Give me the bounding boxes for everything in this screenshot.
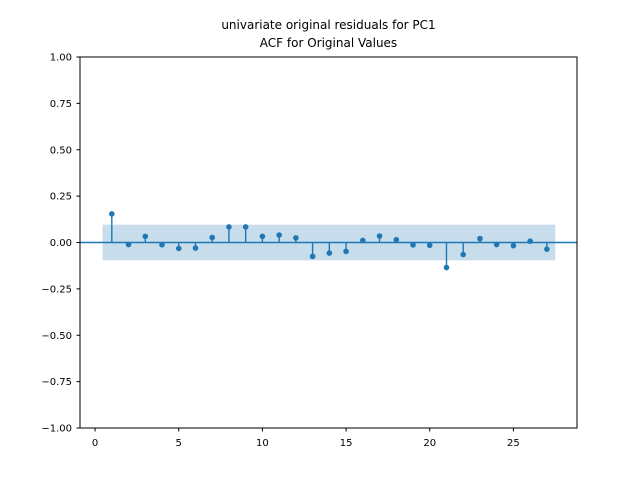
acf-marker [477, 235, 483, 242]
acf-marker [276, 232, 282, 238]
y-tick-label: −0.75 [41, 377, 72, 388]
acf-marker [326, 250, 333, 256]
acf-marker [460, 251, 467, 258]
acf-marker [192, 245, 199, 251]
acf-marker [242, 224, 249, 230]
y-tick-label: 1.00 [50, 53, 72, 64]
acf-marker [510, 242, 517, 249]
y-tick-label: −1.00 [41, 424, 72, 435]
x-tick-label: 25 [507, 438, 520, 449]
y-tick-label: 0.00 [50, 238, 72, 249]
x-tick-label: 10 [256, 438, 269, 449]
y-tick-label: −0.50 [41, 331, 72, 342]
acf-marker [142, 233, 149, 240]
acf-marker [125, 241, 132, 248]
acf-marker [259, 233, 266, 240]
acf-marker [108, 211, 115, 217]
plot-area: 0 5 10 15 20 25 1.00 0.75 0.50 0.25 0.00 −0.25 −0.50… [41, 53, 578, 449]
y-tick-label: 0.25 [50, 192, 72, 203]
x-tick-label: 20 [423, 438, 436, 449]
acf-marker [376, 233, 383, 239]
x-tick-label: 15 [340, 438, 353, 449]
acf-marker [393, 236, 400, 243]
acf-marker [493, 241, 500, 248]
chart-title-line2: ACF for Original Values [260, 36, 397, 50]
acf-marker [159, 241, 165, 248]
x-tick-label: 0 [92, 438, 98, 449]
acf-marker [226, 224, 232, 230]
acf-marker [527, 238, 533, 245]
acf-marker [410, 242, 416, 248]
acf-marker [309, 253, 316, 260]
y-tick-label: −0.25 [41, 284, 72, 295]
acf-marker [360, 237, 366, 244]
acf-marker [544, 246, 550, 252]
acf-marker [175, 245, 182, 252]
chart-title-line1: univariate original residuals for PC1 [221, 18, 435, 32]
y-tick-label: 0.75 [50, 99, 72, 110]
acf-marker [343, 248, 349, 255]
y-tick-label: 0.50 [50, 145, 72, 156]
acf-marker [426, 242, 433, 249]
acf-marker [443, 264, 450, 271]
acf-marker [209, 234, 215, 241]
x-tick-label: 5 [176, 438, 182, 449]
acf-marker [293, 235, 299, 241]
